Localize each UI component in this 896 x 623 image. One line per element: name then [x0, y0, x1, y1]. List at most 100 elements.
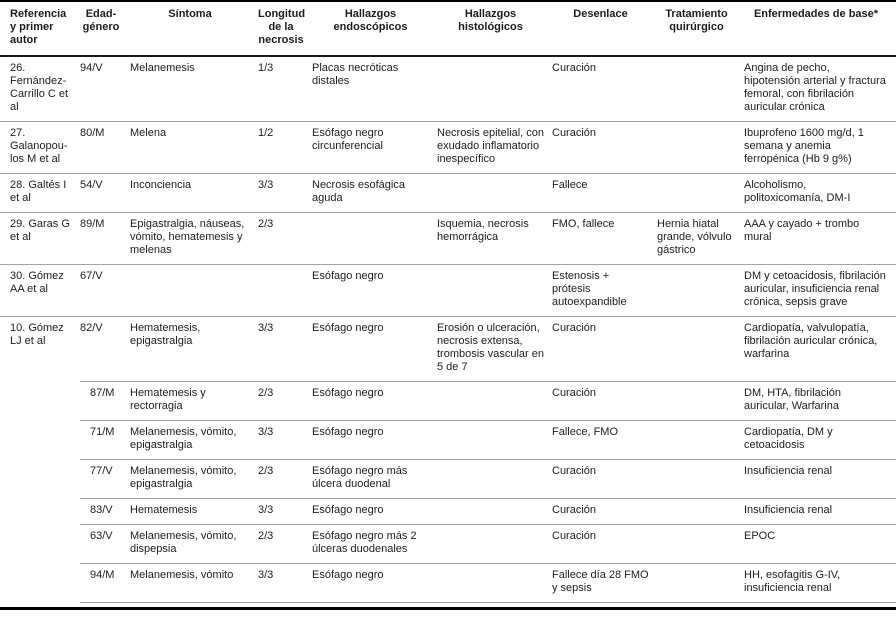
- cell-desenlace: Curación: [552, 459, 657, 499]
- cell-histologicos: [437, 459, 552, 499]
- column-header-edad-genero: Edad-género: [80, 2, 130, 57]
- cell-sintoma: Hematemesis y rectorragia: [130, 381, 258, 421]
- cell-enfermedades: HH, esofagitis G-IV, insuficiencia renal: [744, 563, 896, 603]
- table-row-group-start: 10. Gómez LJ et al 82/V Hematemesis, epi…: [0, 316, 896, 603]
- cell-endoscopicos: Esófago negro: [312, 264, 437, 317]
- cell-edad: 89/M: [80, 212, 130, 265]
- cell-referencia: 29. Garas G et al: [0, 212, 80, 265]
- cases-table: Referencia y primer autor Edad-género Sí…: [0, 2, 896, 603]
- cell-edad: 87/M: [80, 381, 130, 421]
- cell-endoscopicos: Placas necróticas distales: [312, 55, 437, 122]
- table-row: 29. Garas G et al 89/M Epigastralgia, ná…: [0, 212, 896, 265]
- cell-endoscopicos: Necrosis esofágica aguda: [312, 173, 437, 213]
- cell-longitud: 1/3: [258, 55, 312, 122]
- table-row: 71/M Melanemesis, vómito, epigastralgia …: [0, 420, 896, 460]
- cell-enfermedades: Cardiopatía, valvulopatía, fibrilación a…: [744, 316, 896, 382]
- cell-endoscopicos: Esófago negro: [312, 498, 437, 525]
- cell-tratamiento: [657, 173, 744, 213]
- cell-desenlace: Curación: [552, 316, 657, 382]
- cell-desenlace: Curación: [552, 498, 657, 525]
- cell-histologicos: Isquemia, necrosis hemorrágica: [437, 212, 552, 265]
- cell-edad: 54/V: [80, 173, 130, 213]
- cell-edad: 63/V: [80, 524, 130, 564]
- cell-edad: 94/V: [80, 55, 130, 122]
- cell-tratamiento: [657, 264, 744, 317]
- cases-table-wrap: Referencia y primer autor Edad-género Sí…: [0, 0, 896, 610]
- cell-endoscopicos: Esófago negro más úlcera duodenal: [312, 459, 437, 499]
- cell-desenlace: Fallece, FMO: [552, 420, 657, 460]
- cell-sintoma: Melena: [130, 121, 258, 174]
- cell-histologicos: [437, 381, 552, 421]
- cell-desenlace: FMO, fallece: [552, 212, 657, 265]
- cell-longitud: [258, 264, 312, 317]
- cell-tratamiento: [657, 381, 744, 421]
- cell-enfermedades: Angina de pecho, hipotensión arterial y …: [744, 55, 896, 122]
- cell-edad: 82/V: [80, 316, 130, 382]
- cell-endoscopicos: Esófago negro: [312, 420, 437, 460]
- cell-enfermedades: AAA y cayado + trombo mural: [744, 212, 896, 265]
- cell-edad: 77/V: [80, 459, 130, 499]
- cell-edad: 80/M: [80, 121, 130, 174]
- cell-sintoma: Hematemesis: [130, 498, 258, 525]
- cell-histologicos: [437, 524, 552, 564]
- cell-sintoma: Melanemesis: [130, 55, 258, 122]
- cell-longitud: 3/3: [258, 173, 312, 213]
- column-header-hallazgos-endoscopicos: Hallazgos endoscópicos: [312, 2, 437, 57]
- table-row: 63/V Melanemesis, vómito, dispepsia 2/3 …: [0, 524, 896, 564]
- cell-tratamiento: [657, 524, 744, 564]
- cell-tratamiento: [657, 563, 744, 603]
- cell-sintoma: Melanemesis, vómito, dispepsia: [130, 524, 258, 564]
- table-row: 30. Gómez AA et al 67/V Esófago negro Es…: [0, 264, 896, 317]
- cell-longitud: 3/3: [258, 316, 312, 382]
- cell-enfermedades: EPOC: [744, 524, 896, 564]
- cell-desenlace: Fallece día 28 FMO y sepsis: [552, 563, 657, 603]
- table-row: 77/V Melanemesis, vómito, epigastralgia …: [0, 459, 896, 499]
- cell-longitud: 2/3: [258, 381, 312, 421]
- table-row: 83/V Hematemesis 3/3 Esófago negro Curac…: [0, 498, 896, 525]
- cell-tratamiento: [657, 498, 744, 525]
- cell-tratamiento: [657, 121, 744, 174]
- cell-longitud: 2/3: [258, 524, 312, 564]
- cell-edad: 83/V: [80, 498, 130, 525]
- cell-endoscopicos: [312, 212, 437, 265]
- cell-sintoma: Melanemesis, vómito, epigastralgia: [130, 420, 258, 460]
- cell-enfermedades: Ibuprofeno 1600 mg/d, 1 semana y anemia …: [744, 121, 896, 174]
- cell-tratamiento: [657, 55, 744, 122]
- cell-referencia: 10. Gómez LJ et al: [0, 316, 80, 603]
- cell-sintoma: Epigastralgia, náuseas, vómito, hemateme…: [130, 212, 258, 265]
- cell-endoscopicos: Esófago negro: [312, 381, 437, 421]
- cell-edad: 67/V: [80, 264, 130, 317]
- cell-tratamiento: [657, 316, 744, 382]
- cell-endoscopicos: Esófago negro: [312, 563, 437, 603]
- cell-desenlace: Curación: [552, 121, 657, 174]
- cell-referencia: 27. Galanopou-los M et al: [0, 121, 80, 174]
- cell-tratamiento: [657, 420, 744, 460]
- table-row: 94/M Melanemesis, vómito 3/3 Esófago neg…: [0, 563, 896, 603]
- column-header-tratamiento-quirurgico: Tratamiento quirúrgico: [657, 2, 744, 57]
- cell-sintoma: Inconciencia: [130, 173, 258, 213]
- cell-histologicos: [437, 264, 552, 317]
- column-header-sintoma: Síntoma: [130, 2, 258, 57]
- cell-longitud: 1/2: [258, 121, 312, 174]
- cell-longitud: 3/3: [258, 563, 312, 603]
- cell-enfermedades: Insuficiencia renal: [744, 459, 896, 499]
- cell-desenlace: Curación: [552, 55, 657, 122]
- column-header-desenlace: Desenlace: [552, 2, 657, 57]
- column-header-longitud-necrosis: Longitud de la necrosis: [258, 2, 312, 57]
- cell-enfermedades: DM y cetoacidosis, fibrilación auricular…: [744, 264, 896, 317]
- table-row: 28. Galtés I et al 54/V Inconciencia 3/3…: [0, 173, 896, 213]
- cell-enfermedades: Insuficiencia renal: [744, 498, 896, 525]
- cell-edad: 94/M: [80, 563, 130, 603]
- cell-histologicos: [437, 173, 552, 213]
- cell-endoscopicos: Esófago negro: [312, 316, 437, 382]
- cell-referencia: 30. Gómez AA et al: [0, 264, 80, 317]
- cell-sintoma: Melanemesis, vómito, epigastralgia: [130, 459, 258, 499]
- cell-desenlace: Estenosis + prótesis autoexpandible: [552, 264, 657, 317]
- cell-enfermedades: DM, HTA, fibrilación auricular, Warfarin…: [744, 381, 896, 421]
- cell-edad: 71/M: [80, 420, 130, 460]
- cell-histologicos: Necrosis epitelial, con exudado inflamat…: [437, 121, 552, 174]
- cell-enfermedades: Cardiopatía, DM y cetoacidosis: [744, 420, 896, 460]
- cell-enfermedades: Alcoholismo, politoxicomanía, DM-I: [744, 173, 896, 213]
- cell-endoscopicos: Esófago negro más 2 úlceras duodenales: [312, 524, 437, 564]
